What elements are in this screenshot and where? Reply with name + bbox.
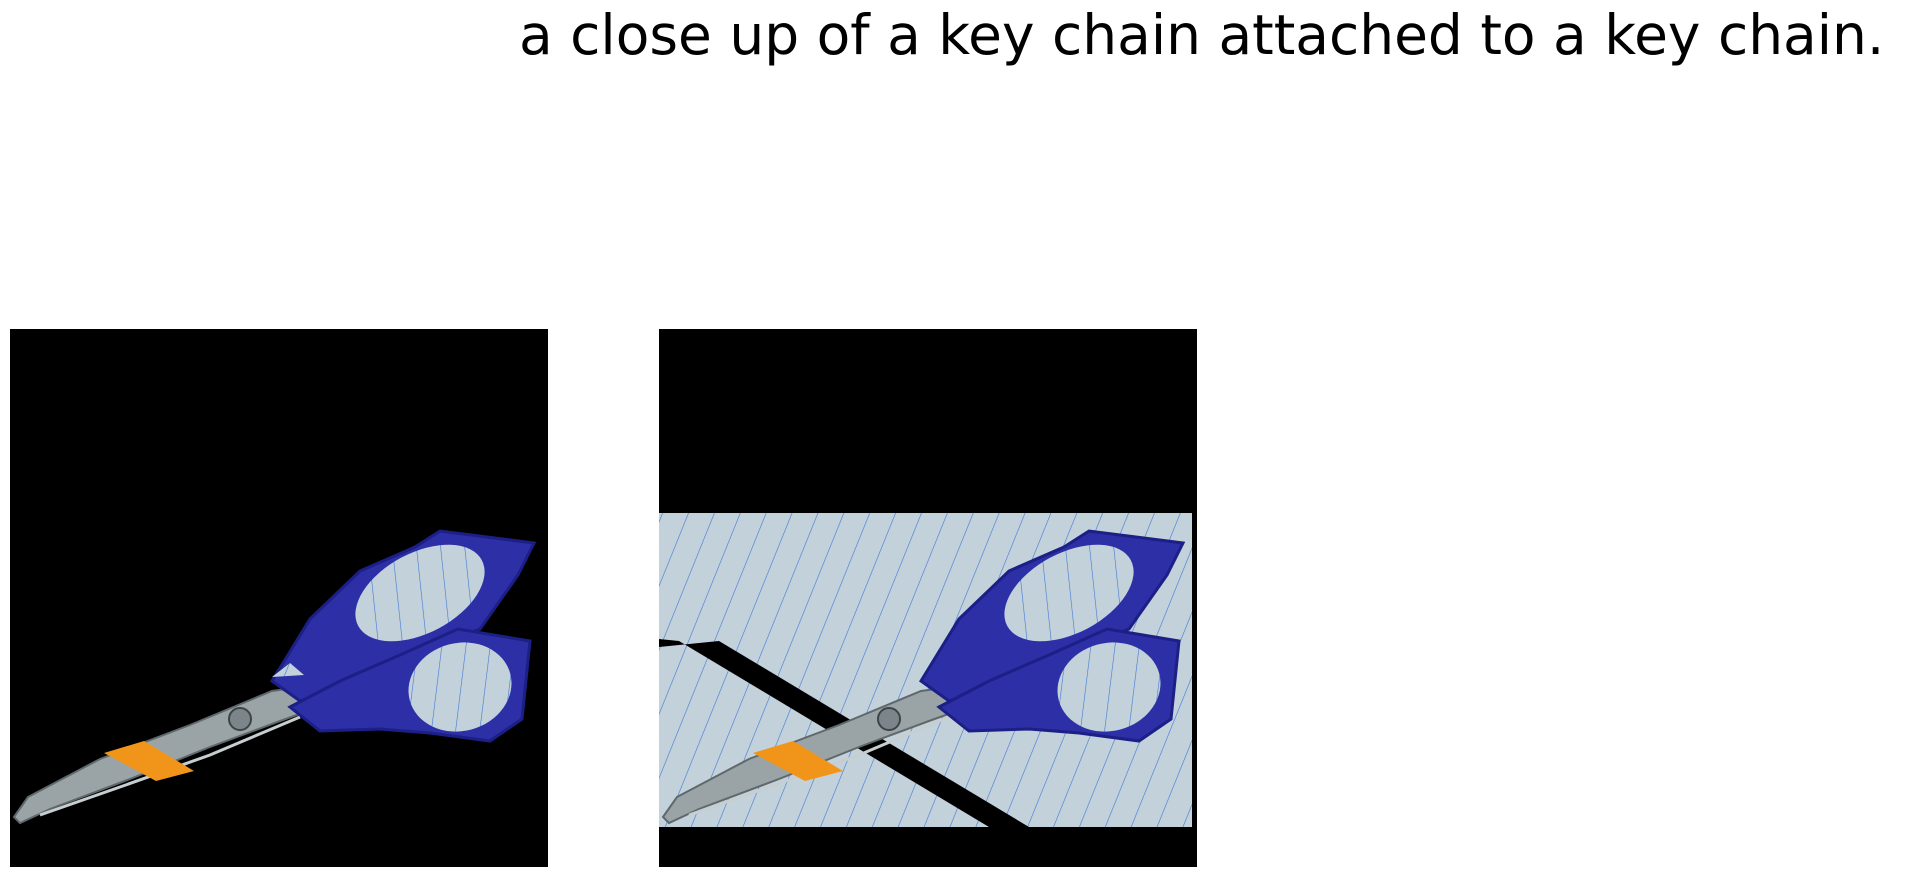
scissors-on-paper-image — [659, 329, 1197, 867]
scissors-on-paper-svg — [659, 329, 1197, 867]
masked-scissors-image — [10, 329, 548, 867]
scissors-left — [12, 529, 537, 825]
masked-scissors-svg — [10, 329, 548, 867]
scissors-right — [661, 529, 1186, 825]
image-caption: a close up of a key chain attached to a … — [519, 3, 1885, 67]
